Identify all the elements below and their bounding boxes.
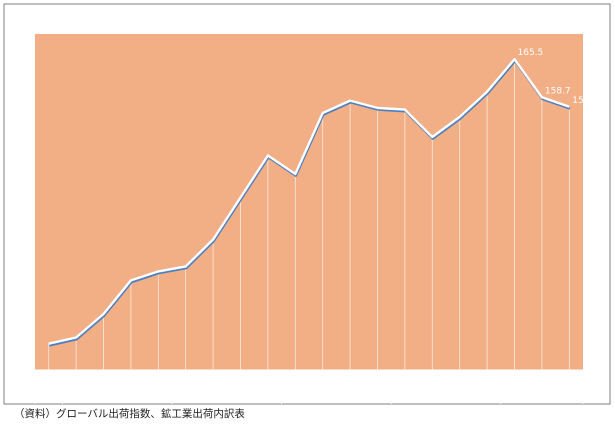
x-tick-label: III bbox=[566, 376, 572, 384]
year-label: 2012 bbox=[39, 392, 59, 401]
x-tick-label: II bbox=[102, 376, 106, 384]
year-label: 2015 bbox=[326, 392, 346, 401]
x-tick-label: II bbox=[430, 376, 434, 384]
x-tick-label: III bbox=[457, 376, 463, 384]
series-line bbox=[48, 58, 570, 345]
y-axis-ticks: 110 120 130 140 150 160 170 bbox=[15, 30, 32, 376]
y-tick-label: 130 bbox=[15, 254, 32, 264]
y-tick-label: 110 bbox=[15, 366, 32, 376]
x-axis: IV I II III IV I II III IV I II III IV I II III IV I II III… bbox=[34, 369, 584, 404]
series-lines bbox=[48, 58, 571, 347]
chart-title: アメリカ市場向け輸送機械工業総供給の推移 bbox=[167, 15, 446, 32]
y-tick-label: 120 bbox=[15, 310, 32, 320]
y-tick-label: 140 bbox=[15, 198, 32, 208]
plot-area bbox=[35, 34, 583, 370]
x-tick-label: II bbox=[321, 376, 325, 384]
year-label: 2013 bbox=[107, 392, 127, 401]
x-tick-label: I bbox=[294, 376, 296, 384]
x-tick-label: I bbox=[75, 376, 77, 384]
x-tick-label: IV bbox=[265, 376, 272, 384]
data-label: 158.7 bbox=[545, 86, 571, 96]
year-label: 2014 bbox=[217, 392, 237, 401]
source-note: （資料）グローバル出荷指数、鉱工業出荷内訳表 bbox=[14, 408, 245, 420]
x-tick-label: II bbox=[540, 376, 544, 384]
x-tick-label: III bbox=[347, 376, 353, 384]
x-tick-label: IV bbox=[155, 376, 162, 384]
y-tick-label: 160 bbox=[15, 86, 32, 96]
x-tick-label: I bbox=[185, 376, 187, 384]
year-label: 2017 bbox=[532, 392, 552, 401]
data-label: 165.5 bbox=[518, 48, 544, 58]
series-line-shadow bbox=[49, 59, 571, 347]
data-label: 157.0 bbox=[572, 96, 598, 106]
year-label: 2016 bbox=[436, 392, 456, 401]
y-tick-label: 170 bbox=[15, 30, 32, 40]
x-tick-label: IV bbox=[374, 376, 381, 384]
x-tick-label: IV bbox=[46, 376, 53, 384]
y-tick-label: 150 bbox=[15, 142, 32, 152]
x-tick-label: II bbox=[211, 376, 215, 384]
drop-lines bbox=[48, 59, 570, 370]
x-tick-label: III bbox=[238, 376, 244, 384]
x-tick-label: I bbox=[514, 376, 516, 384]
x-tick-label: III bbox=[128, 376, 134, 384]
x-tick-label: I bbox=[404, 376, 406, 384]
x-tick-label: IV bbox=[484, 376, 491, 384]
